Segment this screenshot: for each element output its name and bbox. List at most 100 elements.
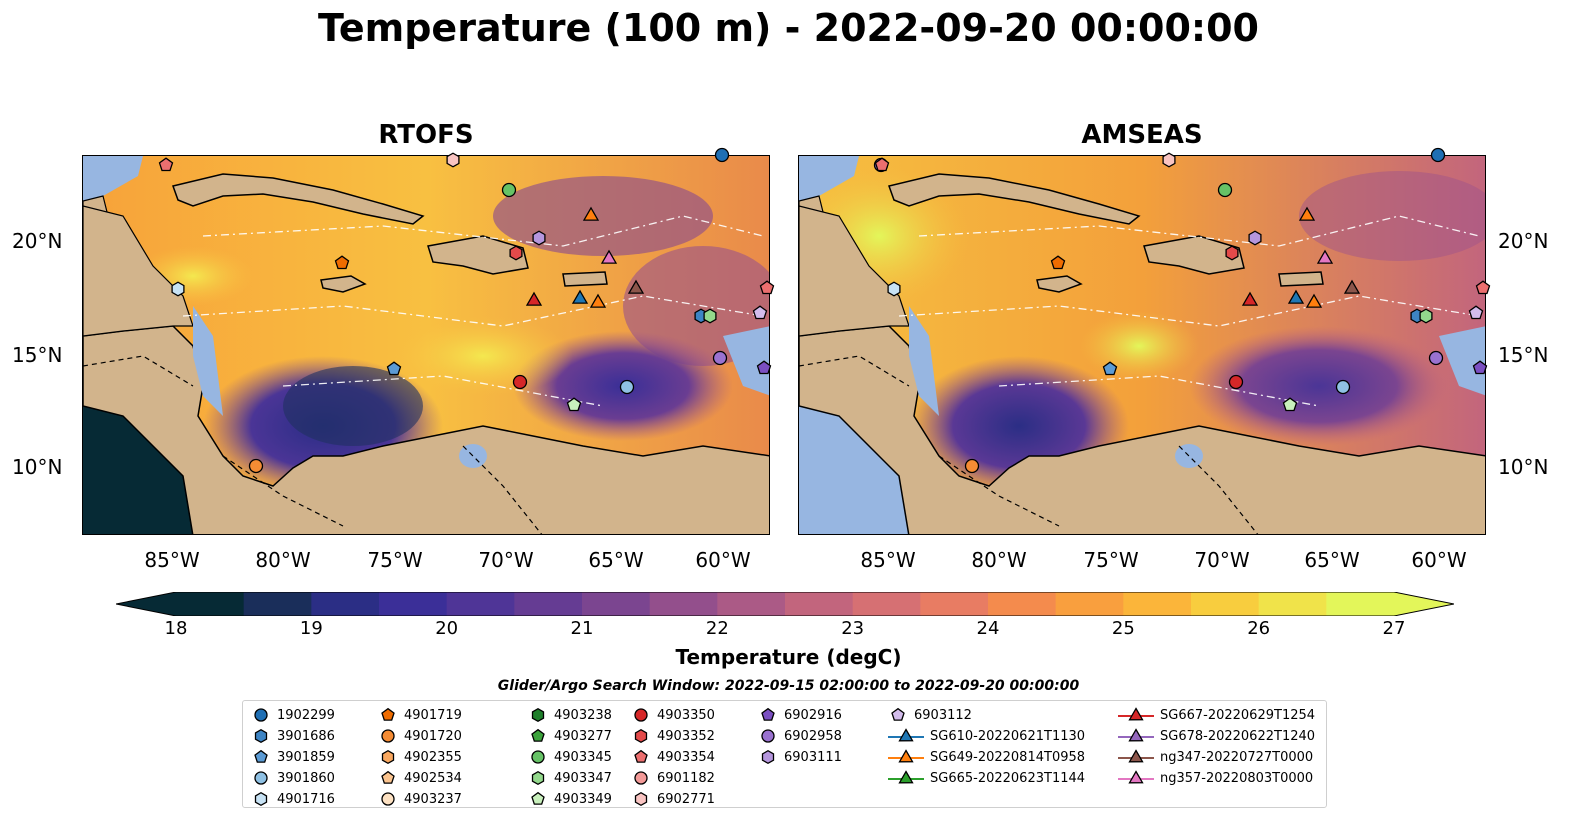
map-marker-3901859	[1102, 361, 1118, 376]
hexagon-marker	[531, 770, 545, 786]
map-marker-6902958	[1428, 350, 1444, 366]
legend-item: 3901686	[251, 726, 335, 746]
legend-marker	[888, 749, 924, 763]
map-marker-3901859	[386, 361, 402, 376]
hexagon-marker	[634, 728, 648, 744]
legend-item: SG665-20220623T1144	[888, 768, 1085, 788]
circle-marker	[254, 771, 268, 785]
colorbar-segment	[785, 592, 854, 616]
legend-item: 4903354	[631, 747, 715, 767]
legend-marker	[634, 708, 648, 722]
legend-label: ng357-20220803T0000	[1160, 770, 1314, 786]
lat-tick-label-left: 10°N	[12, 455, 63, 479]
circle-marker	[634, 771, 648, 785]
legend-label: 1902299	[277, 707, 335, 723]
legend-marker	[381, 707, 395, 721]
map-marker-SG649-20220814T0958	[589, 293, 607, 308]
map-marker-4901719	[1050, 255, 1066, 270]
colorbar-segment	[514, 592, 583, 616]
map-marker-4903347	[703, 308, 717, 324]
map-marker-3901860	[1335, 379, 1351, 395]
lon-tick-label: 75°W	[1083, 548, 1139, 572]
legend-item: 4903352	[631, 726, 715, 746]
hexagon-marker	[381, 749, 395, 765]
triangle-marker	[1128, 728, 1144, 742]
map-marker-4903352	[1225, 245, 1239, 261]
legend-item: SG649-20220814T0958	[888, 747, 1085, 767]
colorbar-segment	[1258, 592, 1327, 616]
colorbar-segment	[1191, 592, 1260, 616]
map-marker-3901860	[619, 379, 635, 395]
legend-marker	[634, 749, 648, 763]
map-marker-6903111	[1248, 230, 1262, 246]
legend-marker	[381, 729, 395, 743]
colorbar-tick-label: 22	[705, 618, 729, 639]
lon-tick-label: 85°W	[860, 548, 916, 572]
map-marker-6902771	[446, 152, 460, 168]
lon-tick-label: 60°W	[695, 548, 751, 572]
legend-label: 4903347	[554, 770, 612, 786]
legend-item: 6901182	[631, 768, 715, 788]
map-marker-4903354	[1475, 280, 1491, 295]
legend-item: 6902958	[758, 726, 842, 746]
legend-item: 6903112	[888, 705, 972, 725]
map-marker-SG649-20220814T0958	[1298, 206, 1316, 221]
colorbar-segment	[920, 592, 989, 616]
legend-item: 4902534	[378, 768, 462, 788]
map-rtofs	[82, 155, 770, 535]
map-marker-ng347-20220727T0000	[1343, 279, 1361, 294]
map-marker-SG610-20220621T1130	[571, 289, 589, 304]
map-marker-4901720	[248, 458, 264, 474]
legend-item: 3901859	[251, 747, 335, 767]
map-marker-6903111	[532, 230, 546, 246]
legend-label: 4903237	[404, 791, 462, 807]
legend-label: 4903345	[554, 749, 612, 765]
colorbar-tick-label: 21	[570, 618, 594, 639]
lat-tick-label-right: 15°N	[1498, 343, 1549, 367]
map-marker-4903352	[509, 245, 523, 261]
legend-marker	[381, 792, 395, 806]
triangle-marker	[1128, 770, 1144, 784]
legend-label: 6903111	[784, 749, 842, 765]
map-marker-4903345	[1217, 182, 1233, 198]
legend-marker	[891, 707, 905, 721]
legend-item: ng357-20220803T0000	[1118, 768, 1313, 788]
legend-label: SG665-20220623T1144	[930, 770, 1086, 786]
pentagon-marker	[761, 707, 775, 721]
legend-item: 3901860	[251, 768, 335, 788]
map-marker-6903112	[752, 305, 768, 320]
map-marker-4903347	[1419, 308, 1433, 324]
map-marker-4903349	[566, 397, 582, 412]
legend-item: 4901716	[251, 789, 335, 809]
legend-marker	[888, 770, 924, 784]
legend-marker	[761, 749, 775, 765]
triangle-marker	[898, 749, 914, 763]
legend-label: 4901720	[404, 728, 462, 744]
map-marker-4903354	[874, 157, 890, 172]
triangle-marker	[1128, 707, 1144, 721]
map-marker-4903350	[1228, 374, 1244, 390]
legend-label: 4902355	[404, 749, 462, 765]
map-marker-SG649-20220814T0958	[582, 206, 600, 221]
legend-marker	[888, 728, 924, 742]
circle-marker	[634, 708, 648, 722]
map-marker-4901716	[887, 281, 901, 297]
pentagon-marker	[531, 728, 545, 742]
legend-label: SG649-20220814T0958	[930, 749, 1086, 765]
map-marker-4901720	[964, 458, 980, 474]
lon-tick-label: 85°W	[144, 548, 200, 572]
map-marker-1902299	[714, 147, 730, 163]
hexagon-marker	[254, 791, 268, 807]
colorbar-tick-label: 27	[1382, 618, 1406, 639]
triangle-marker	[898, 728, 914, 742]
colorbar-segment	[852, 592, 921, 616]
legend-item: 4901719	[378, 705, 462, 725]
legend-item: SG667-20220629T1254	[1118, 705, 1315, 725]
legend-item: 4902355	[378, 747, 462, 767]
colorbar-extend-low	[116, 592, 176, 616]
pentagon-marker	[254, 749, 268, 763]
hexagon-marker	[254, 728, 268, 744]
legend-label: SG667-20220629T1254	[1160, 707, 1316, 723]
legend-label: 3901686	[277, 728, 335, 744]
pentagon-marker	[381, 707, 395, 721]
